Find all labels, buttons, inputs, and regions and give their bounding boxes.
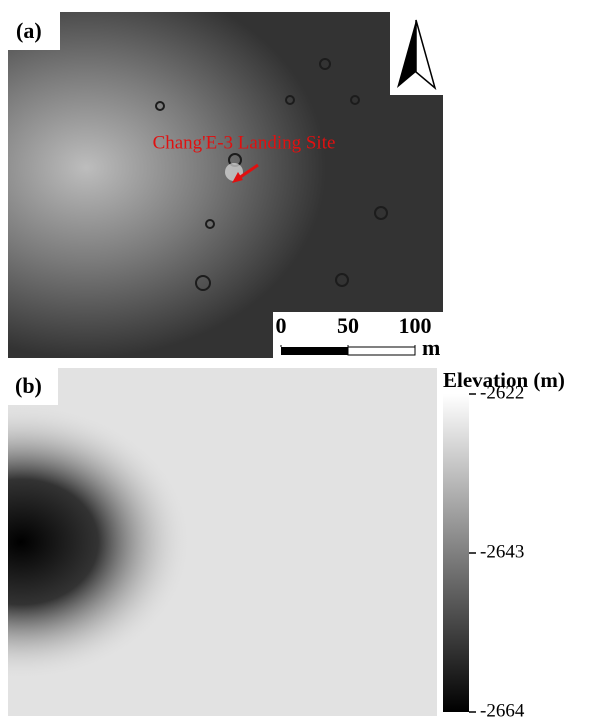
scale-segment [281,347,348,355]
panel-label: (a) [16,18,42,43]
colorbar-ticks: -2622 -2643 -2664 [469,382,525,720]
elevation-map-shading [8,368,437,716]
colorbar [443,394,469,712]
annotation: Chang'E-3 Landing Site [153,132,336,153]
scale-label: 0 [276,313,287,338]
scale-segment [348,347,415,355]
colorbar-label: -2664 [480,700,525,720]
scale-label: 50 [337,313,359,338]
figure: (a) Chang'E-3 Landing Site 050100m (b) E… [0,0,601,720]
scale-unit: m [422,335,440,360]
colorbar-label: -2622 [480,382,524,403]
panel-label: (b) [15,373,42,398]
colorbar-label: -2643 [480,541,524,562]
lunar-image-shading [8,12,443,358]
